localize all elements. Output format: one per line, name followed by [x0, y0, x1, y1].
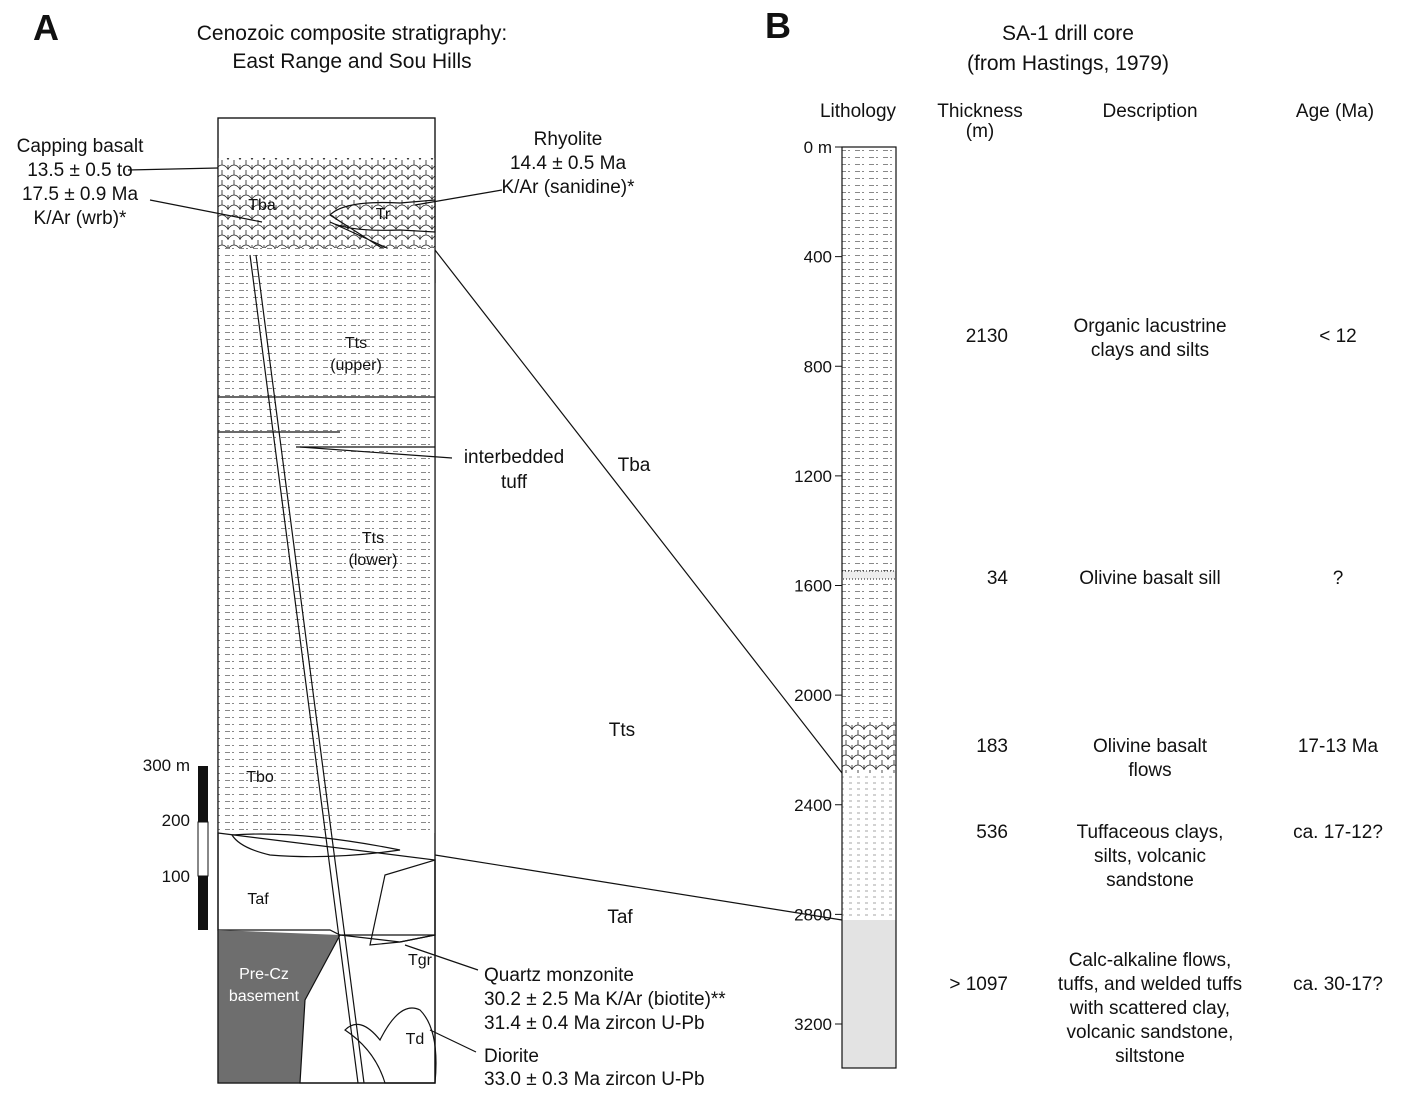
granitic-body	[370, 860, 435, 945]
description: Olivine basalt	[1093, 736, 1208, 757]
description: Organic lacustrine	[1073, 316, 1226, 337]
panel-label: A	[33, 7, 59, 48]
panel-label: B	[765, 5, 791, 46]
sill-interval	[842, 571, 896, 579]
depth-label: 2000	[794, 686, 832, 705]
scale-bar	[198, 876, 208, 930]
column-header: Age (Ma)	[1296, 101, 1374, 122]
annotation: Rhyolite	[534, 129, 603, 150]
scale-label: 200	[162, 811, 190, 830]
unit-label: basement	[229, 988, 300, 1005]
description: volcanic sandstone,	[1067, 1022, 1234, 1043]
description: tuffs, and welded tuffs	[1058, 974, 1242, 995]
description: sandstone	[1106, 870, 1194, 891]
unit-label: Tts	[345, 335, 367, 352]
description: with scattered clay,	[1069, 998, 1230, 1019]
figure: A Cenozoic composite stratigraphy: East Ra…	[0, 0, 1402, 1093]
correlation-label: Taf	[607, 907, 633, 928]
annotation: tuff	[501, 472, 528, 493]
basement	[218, 930, 340, 1083]
core-b	[842, 147, 896, 1068]
column-header: Description	[1102, 101, 1197, 122]
age: ?	[1333, 568, 1344, 589]
correlation-label: Tts	[609, 720, 635, 741]
depth-label: 2400	[794, 796, 832, 815]
unit-label: Taf	[247, 891, 269, 908]
description: siltstone	[1115, 1046, 1185, 1067]
depth-label: 1600	[794, 577, 832, 596]
depth-label: 1200	[794, 467, 832, 486]
depth-label: 400	[804, 248, 832, 267]
scale-label: 300 m	[143, 756, 190, 775]
description: Olivine basalt sill	[1079, 568, 1221, 589]
unit-label: Tr	[376, 206, 391, 223]
age: ca. 30-17?	[1293, 974, 1383, 995]
age: < 12	[1319, 326, 1357, 347]
thickness: 536	[976, 822, 1008, 843]
unit-label: Td	[406, 1031, 425, 1048]
panel-title: (from Hastings, 1979)	[967, 52, 1169, 75]
annotation: K/Ar (wrb)*	[34, 208, 128, 229]
column-header: Thickness	[937, 101, 1023, 122]
basalt-interval	[842, 722, 896, 773]
annotation: interbedded	[464, 447, 564, 468]
calc-alkaline-interval	[842, 920, 896, 1068]
sediment-layer	[218, 248, 435, 833]
scale-bar	[198, 822, 208, 876]
thickness: 183	[976, 736, 1008, 757]
panel-title: Cenozoic composite stratigraphy:	[197, 22, 507, 45]
age: 17-13 Ma	[1298, 736, 1379, 757]
correlation-lines	[435, 250, 842, 920]
panel-title: SA-1 drill core	[1002, 22, 1134, 45]
scale-label: 100	[162, 867, 190, 886]
annotation: 30.2 ± 2.5 Ma K/Ar (biotite)**	[484, 989, 726, 1010]
annotation: K/Ar (sanidine)*	[501, 177, 635, 198]
thickness: 34	[987, 568, 1009, 589]
description: Calc-alkaline flows,	[1069, 950, 1232, 971]
annotation: 31.4 ± 0.4 Ma zircon U-Pb	[484, 1013, 705, 1034]
annotation: 13.5 ± 0.5 to	[27, 160, 133, 181]
depth-label: 2800	[794, 905, 832, 924]
unit-label: Pre-Cz	[239, 966, 289, 983]
correlation-label: Tba	[618, 455, 651, 476]
annotation: 14.4 ± 0.5 Ma	[510, 153, 626, 174]
annotation: Diorite	[484, 1046, 539, 1067]
scale-bar	[198, 766, 208, 822]
lacustrine-interval	[842, 147, 896, 722]
annotation: 17.5 ± 0.9 Ma	[22, 184, 138, 205]
unit-label: (upper)	[330, 357, 382, 374]
tuffaceous-interval	[842, 773, 896, 920]
unit-label: Tbo	[246, 769, 274, 786]
thickness: > 1097	[949, 974, 1008, 995]
column-header: Lithology	[820, 101, 897, 122]
description: clays and silts	[1091, 340, 1209, 361]
annotation: 33.0 ± 0.3 Ma zircon U-Pb	[484, 1069, 705, 1090]
unit-label: Tba	[248, 197, 276, 214]
depth-label: 3200	[794, 1015, 832, 1034]
depth-label: 0 m	[804, 138, 832, 157]
panel-title: East Range and Sou Hills	[232, 50, 471, 73]
annotation: Quartz monzonite	[484, 965, 634, 986]
age: ca. 17-12?	[1293, 822, 1383, 843]
column-a	[218, 118, 436, 1083]
description: Tuffaceous clays,	[1077, 822, 1224, 843]
unit-label: Tgr	[408, 952, 433, 969]
annotation: Capping basalt	[17, 136, 144, 157]
description: silts, volcanic	[1094, 846, 1206, 867]
thickness: 2130	[966, 326, 1008, 347]
unit-label: Tts	[362, 530, 384, 547]
unit-label: (lower)	[349, 552, 398, 569]
depth-label: 800	[804, 357, 832, 376]
column-header: (m)	[966, 121, 994, 142]
description: flows	[1128, 760, 1171, 781]
